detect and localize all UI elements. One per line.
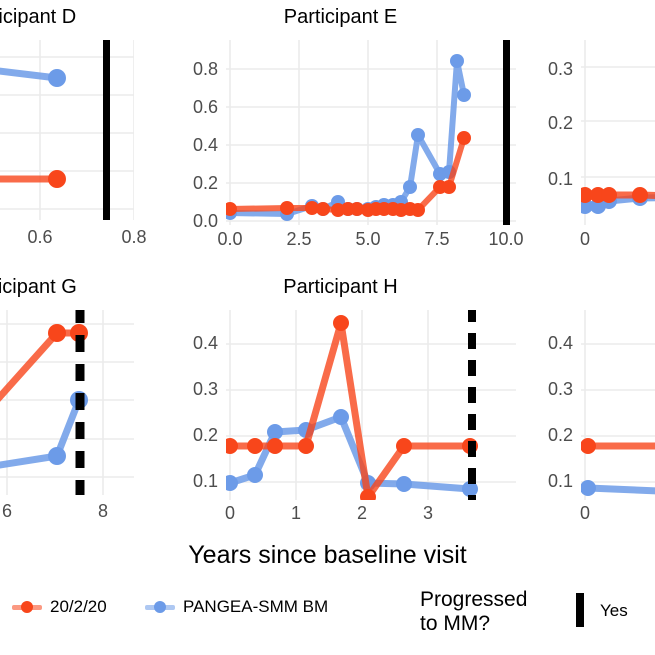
xtick-participant-e-2: 5.0 <box>355 229 381 249</box>
line-point-icon-pangea-smm-bm <box>145 600 175 614</box>
xtick-participant-f-0: 0 <box>579 229 590 249</box>
legend-key-20-2-20[interactable]: 20/2/20 <box>12 598 107 615</box>
progression-bar-participant-d <box>103 40 110 220</box>
legend-label-pangea-smm-bm: PANGEA-SMM BM <box>183 597 329 616</box>
ytick-participant-e-0: 0.0 <box>192 211 218 231</box>
ytick-participant-e-3: 0.6 <box>192 97 218 117</box>
panel-title-participant-d: Participant D <box>0 6 77 28</box>
solid-bar-icon <box>576 593 584 627</box>
panel-title-participant-g: Participant G <box>0 276 77 298</box>
ytick-participant-h-3: 0.4 <box>192 333 218 353</box>
series-svg-participant-e <box>226 40 516 225</box>
ytick-participant-h-1: 0.2 <box>192 425 218 445</box>
x-axis-title: Years since baseline visit <box>188 541 467 569</box>
xtick-participant-e-1: 2.5 <box>286 229 312 249</box>
xtick-participant-g-1: 6 <box>1 501 12 521</box>
legend-title-line-1: Progressed <box>420 588 528 611</box>
xtick-participant-d-2: 0.8 <box>121 227 147 247</box>
ytick-participant-f-2: 0.3 <box>547 59 573 79</box>
xtick-participant-h-3: 3 <box>422 503 433 523</box>
panel-participant-d: Participant D <box>0 0 147 265</box>
series-svg-participant-h <box>226 310 516 500</box>
ytick-participant-i-0: 0.1 <box>547 471 573 491</box>
legend-title-line-2: to MM? <box>420 611 491 635</box>
series-svg-participant-d <box>0 40 134 220</box>
panel-participant-g: Participant G <box>0 270 134 535</box>
ytick-participant-f-1: 0.2 <box>547 113 573 133</box>
panel-participant-h: Participant H 0.4 0.3 0.2 0.1 <box>168 270 523 535</box>
xtick-participant-h-0: 0 <box>224 503 235 523</box>
legend-label-20-2-20: 20/2/20 <box>50 597 107 616</box>
ytick-participant-e-1: 0.2 <box>192 173 218 193</box>
xtick-participant-e-3: 7.5 <box>424 229 450 249</box>
ytick-participant-i-1: 0.2 <box>547 425 573 445</box>
xtick-participant-e-0: 0.0 <box>217 229 243 249</box>
legend-label-progressed-yes: Yes <box>600 600 628 620</box>
xtick-participant-i-0: 0 <box>579 503 590 523</box>
ytick-participant-h-2: 0.3 <box>192 379 218 399</box>
series-svg-participant-i <box>581 310 655 500</box>
xtick-participant-d-1: 0.6 <box>27 227 53 247</box>
xtick-participant-h-1: 1 <box>290 503 301 523</box>
ytick-participant-i-2: 0.3 <box>547 379 573 399</box>
panel-participant-i: 0.4 0.3 0.2 0.1 0 <box>523 270 655 535</box>
legend-key-progressed-yes[interactable]: Yes <box>576 593 628 627</box>
plot-area-participant-e <box>226 40 516 225</box>
panel-participant-e: Participant E 0.8 0.6 0.4 0.2 0.0 <box>168 0 524 265</box>
ytick-participant-h-0: 0.1 <box>192 471 218 491</box>
ytick-participant-e-2: 0.4 <box>192 135 218 155</box>
plot-area-participant-d <box>0 40 134 220</box>
legend: 20/2/20 PANGEA-SMM BM Progressed to MM? … <box>0 585 655 655</box>
panel-title-participant-e: Participant E <box>283 6 398 28</box>
plot-area-participant-f <box>581 40 655 225</box>
xtick-participant-h-2: 2 <box>356 503 367 523</box>
xtick-participant-g-2: 8 <box>97 501 108 521</box>
series-svg-participant-f <box>581 40 655 225</box>
legend-key-pangea-smm-bm[interactable]: PANGEA-SMM BM <box>145 598 328 615</box>
panel-participant-f: 0.3 0.2 0.1 0 <box>523 0 655 265</box>
ytick-participant-i-3: 0.4 <box>547 333 573 353</box>
plot-area-participant-g <box>0 310 134 495</box>
plot-area-participant-i <box>581 310 655 500</box>
progression-bar-participant-e <box>503 40 510 225</box>
panel-title-participant-h: Participant H <box>283 276 398 298</box>
ytick-participant-f-0: 0.1 <box>547 169 573 189</box>
plot-area-participant-h <box>226 310 516 500</box>
line-point-icon-20-2-20 <box>12 600 42 614</box>
ytick-participant-e-4: 0.8 <box>192 59 218 79</box>
xtick-participant-e-4: 10.0 <box>488 229 524 249</box>
series-svg-participant-g <box>0 310 134 495</box>
legend-title-progressed: Progressed to MM? <box>420 588 580 635</box>
